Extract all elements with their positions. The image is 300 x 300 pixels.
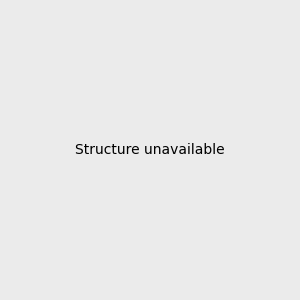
- Text: Structure unavailable: Structure unavailable: [75, 143, 225, 157]
